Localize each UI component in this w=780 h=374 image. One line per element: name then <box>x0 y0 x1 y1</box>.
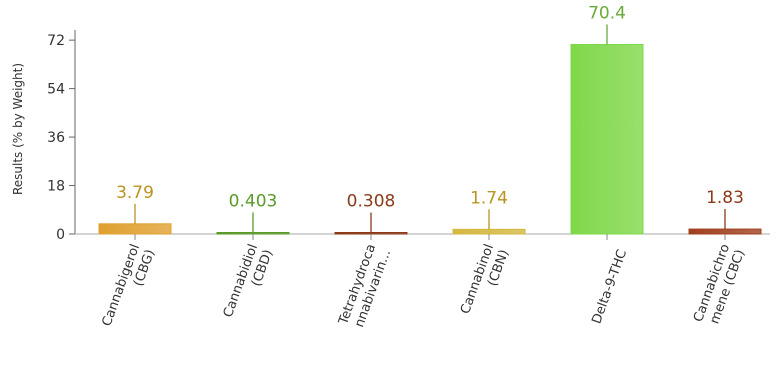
bars: 3.79 0.403 0.308 1.74 70.4 1.83 <box>98 3 762 235</box>
category-label: Cannabigerol(CBG) <box>100 242 159 328</box>
bar[interactable] <box>452 228 526 235</box>
bar[interactable] <box>334 232 408 235</box>
category-label-line: Delta-9-THC <box>589 248 630 326</box>
y-tick-label: 0 <box>56 227 65 243</box>
category-label: Delta-9-THC <box>589 248 630 326</box>
category-label: Cannabidiol(CBD) <box>221 242 276 319</box>
y-tick-label: 72 <box>47 33 65 49</box>
bar[interactable] <box>216 232 290 235</box>
value-label: 1.83 <box>706 188 744 208</box>
value-label: 1.74 <box>470 188 508 208</box>
category-labels: Cannabigerol(CBG) Cannabidiol(CBD) Tetrahy… <box>100 234 748 329</box>
y-axis-label: Results (% by Weight) <box>11 63 25 195</box>
value-label: 70.4 <box>588 3 626 23</box>
value-label: 0.308 <box>347 192 396 212</box>
bar[interactable] <box>570 43 644 235</box>
category-label: Tetrahydrocannabivarin... <box>336 242 394 329</box>
value-label: 0.403 <box>229 192 278 212</box>
category-label: Cannabinol(CBN) <box>458 242 512 316</box>
value-label: 3.79 <box>116 183 154 203</box>
bar[interactable] <box>688 228 762 235</box>
y-tick-label: 18 <box>47 179 65 195</box>
bar[interactable] <box>98 223 172 235</box>
y-tick-label: 54 <box>47 82 65 98</box>
y-axis: 0 18 36 54 72 Results (% by Weight) <box>11 30 770 243</box>
y-tick-label: 36 <box>47 130 65 146</box>
